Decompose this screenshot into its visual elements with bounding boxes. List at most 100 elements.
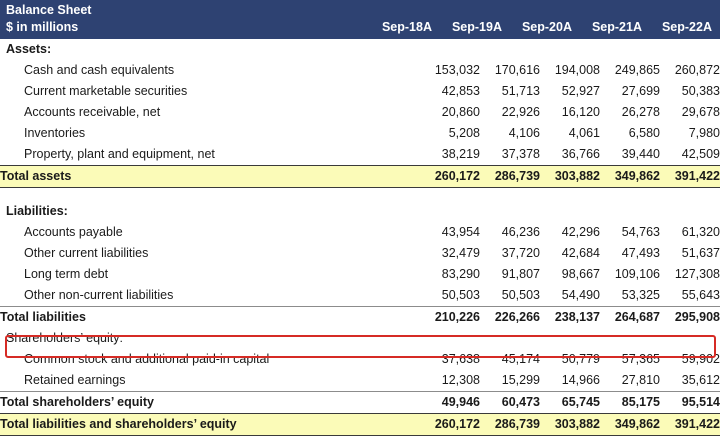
row-value-1: 51,713	[501, 84, 540, 98]
row-value-2: 16,120	[561, 105, 600, 119]
row-value-3	[600, 201, 660, 222]
row-value-3: 249,865	[614, 63, 660, 77]
row-value-0: 20,860	[441, 105, 480, 119]
row-value-4: 50,383	[681, 84, 720, 98]
row-value-0: 153,032	[434, 63, 480, 77]
row-value-3: 54,763	[621, 224, 660, 239]
row-value-0: 50,503	[441, 287, 480, 302]
row-value-0: 38,219	[441, 147, 480, 161]
row-value-3: 39,440	[621, 147, 660, 161]
row-value-3	[600, 188, 660, 201]
table-row: Other current liabilities 32,479 37,720 42,…	[0, 243, 720, 264]
row-value-1: 46,236	[501, 224, 540, 239]
row-value-3: 27,810	[621, 372, 660, 387]
row-value-3: 349,862	[600, 412, 660, 436]
row-value-3: 47,493	[621, 245, 660, 260]
row-label: Inventories	[24, 126, 86, 140]
row-value-1: 37,720	[501, 245, 540, 260]
row-value-1: 45,174	[501, 351, 540, 366]
row-value-0: 210,226	[420, 305, 480, 328]
row-value-2: 303,882	[540, 165, 600, 188]
row-label: Other current liabilities	[24, 245, 149, 260]
row-value-4	[660, 188, 720, 201]
row-value-0: 49,946	[420, 390, 480, 413]
row-value-3: 109,106	[614, 266, 660, 281]
row-value-0: 260,172	[420, 412, 480, 436]
row-value-3: 57,365	[621, 351, 660, 366]
row-value-1: 286,739	[480, 412, 540, 436]
sheet-title: Balance Sheet	[6, 3, 92, 17]
row-label: Common stock and additional paid-in capi…	[24, 351, 270, 366]
row-value-1	[480, 201, 540, 222]
row-value-2: 50,779	[561, 351, 600, 366]
row-value-4: 59,902	[681, 351, 720, 366]
row-value-4: 61,320	[681, 224, 720, 239]
table-row: Retained earnings 12,308 15,299 14,966 27,81…	[0, 370, 720, 392]
row-value-2: 42,684	[561, 245, 600, 260]
row-value-4: 55,643	[681, 287, 720, 302]
row-value-3: 85,175	[600, 390, 660, 413]
sheet-header: Balance Sheet $ in millions Sep-18A Sep-…	[0, 0, 720, 39]
row-value-4	[660, 328, 720, 349]
row-value-0: 32,479	[441, 245, 480, 260]
row-value-0: 5,208	[448, 126, 480, 140]
row-value-2: 36,766	[561, 147, 600, 161]
row-value-4: 42,509	[681, 147, 720, 161]
row-value-1: 37,378	[501, 147, 540, 161]
row-label: Accounts receivable, net	[24, 105, 161, 119]
row-value-0	[420, 188, 480, 201]
table-row: Long term debt 83,290 91,807 98,667 109,106 1…	[0, 264, 720, 285]
row-value-0: 37,638	[441, 351, 480, 366]
sheet-units-label: $ in millions	[6, 20, 79, 34]
row-label: Current marketable securities	[24, 84, 188, 98]
row-value-2: 238,137	[540, 305, 600, 328]
column-header-0: Sep-18A	[381, 20, 432, 34]
row-value-2: 303,882	[540, 412, 600, 436]
table-row: Total liabilities 210,226 226,266 238,137 26…	[0, 305, 720, 328]
row-value-2	[540, 39, 600, 60]
row-value-4: 127,308	[674, 266, 720, 281]
row-label: Total assets	[0, 165, 420, 188]
row-value-2	[540, 201, 600, 222]
row-value-1	[480, 188, 540, 201]
row-value-0: 43,954	[441, 224, 480, 239]
table-row: Property, plant and equipment, net 38,219…	[0, 144, 720, 166]
row-value-4: 260,872	[674, 63, 720, 77]
row-value-3	[600, 328, 660, 349]
row-value-3: 349,862	[600, 165, 660, 188]
row-value-0	[420, 201, 480, 222]
header-column-row: $ in millions Sep-18A Sep-19A Sep-20A Se…	[6, 19, 712, 36]
table-row: Cash and cash equivalents 153,032 170,616 1…	[0, 60, 720, 81]
row-label: Total shareholders’ equity	[0, 390, 420, 413]
row-value-3	[600, 39, 660, 60]
row-label: Cash and cash equivalents	[24, 63, 175, 77]
row-label: Long term debt	[24, 266, 109, 281]
row-label: Shareholders’ equity:	[6, 330, 123, 345]
table-row: Inventories 5,208 4,106 4,061 6,580 7,980	[0, 123, 720, 144]
table-row: Assets:	[0, 39, 720, 60]
table-row: Liabilities:	[0, 201, 720, 222]
row-value-3: 264,687	[600, 305, 660, 328]
row-value-0: 83,290	[441, 266, 480, 281]
row-value-2: 54,490	[561, 287, 600, 302]
table-row: Total liabilities and shareholders’ equi…	[0, 412, 720, 436]
column-header-2: Sep-20A	[521, 20, 572, 34]
table-row: Total shareholders’ equity 49,946 60,473 65…	[0, 390, 720, 413]
row-value-4: 95,514	[660, 390, 720, 413]
row-value-1: 170,616	[494, 63, 540, 77]
row-value-1: 91,807	[501, 266, 540, 281]
row-value-1: 60,473	[480, 390, 540, 413]
row-label: Retained earnings	[24, 372, 126, 387]
row-label: Property, plant and equipment, net	[24, 147, 215, 161]
row-value-4: 391,422	[660, 165, 720, 188]
row-value-1	[480, 328, 540, 349]
table-row: Current marketable securities 42,853 51,71…	[0, 81, 720, 102]
column-header-4: Sep-22A	[661, 20, 712, 34]
row-value-2: 14,966	[561, 372, 600, 387]
row-value-4: 35,612	[681, 372, 720, 387]
row-value-4: 295,908	[660, 305, 720, 328]
row-value-1	[480, 39, 540, 60]
row-value-0	[420, 39, 480, 60]
row-value-3: 53,325	[621, 287, 660, 302]
